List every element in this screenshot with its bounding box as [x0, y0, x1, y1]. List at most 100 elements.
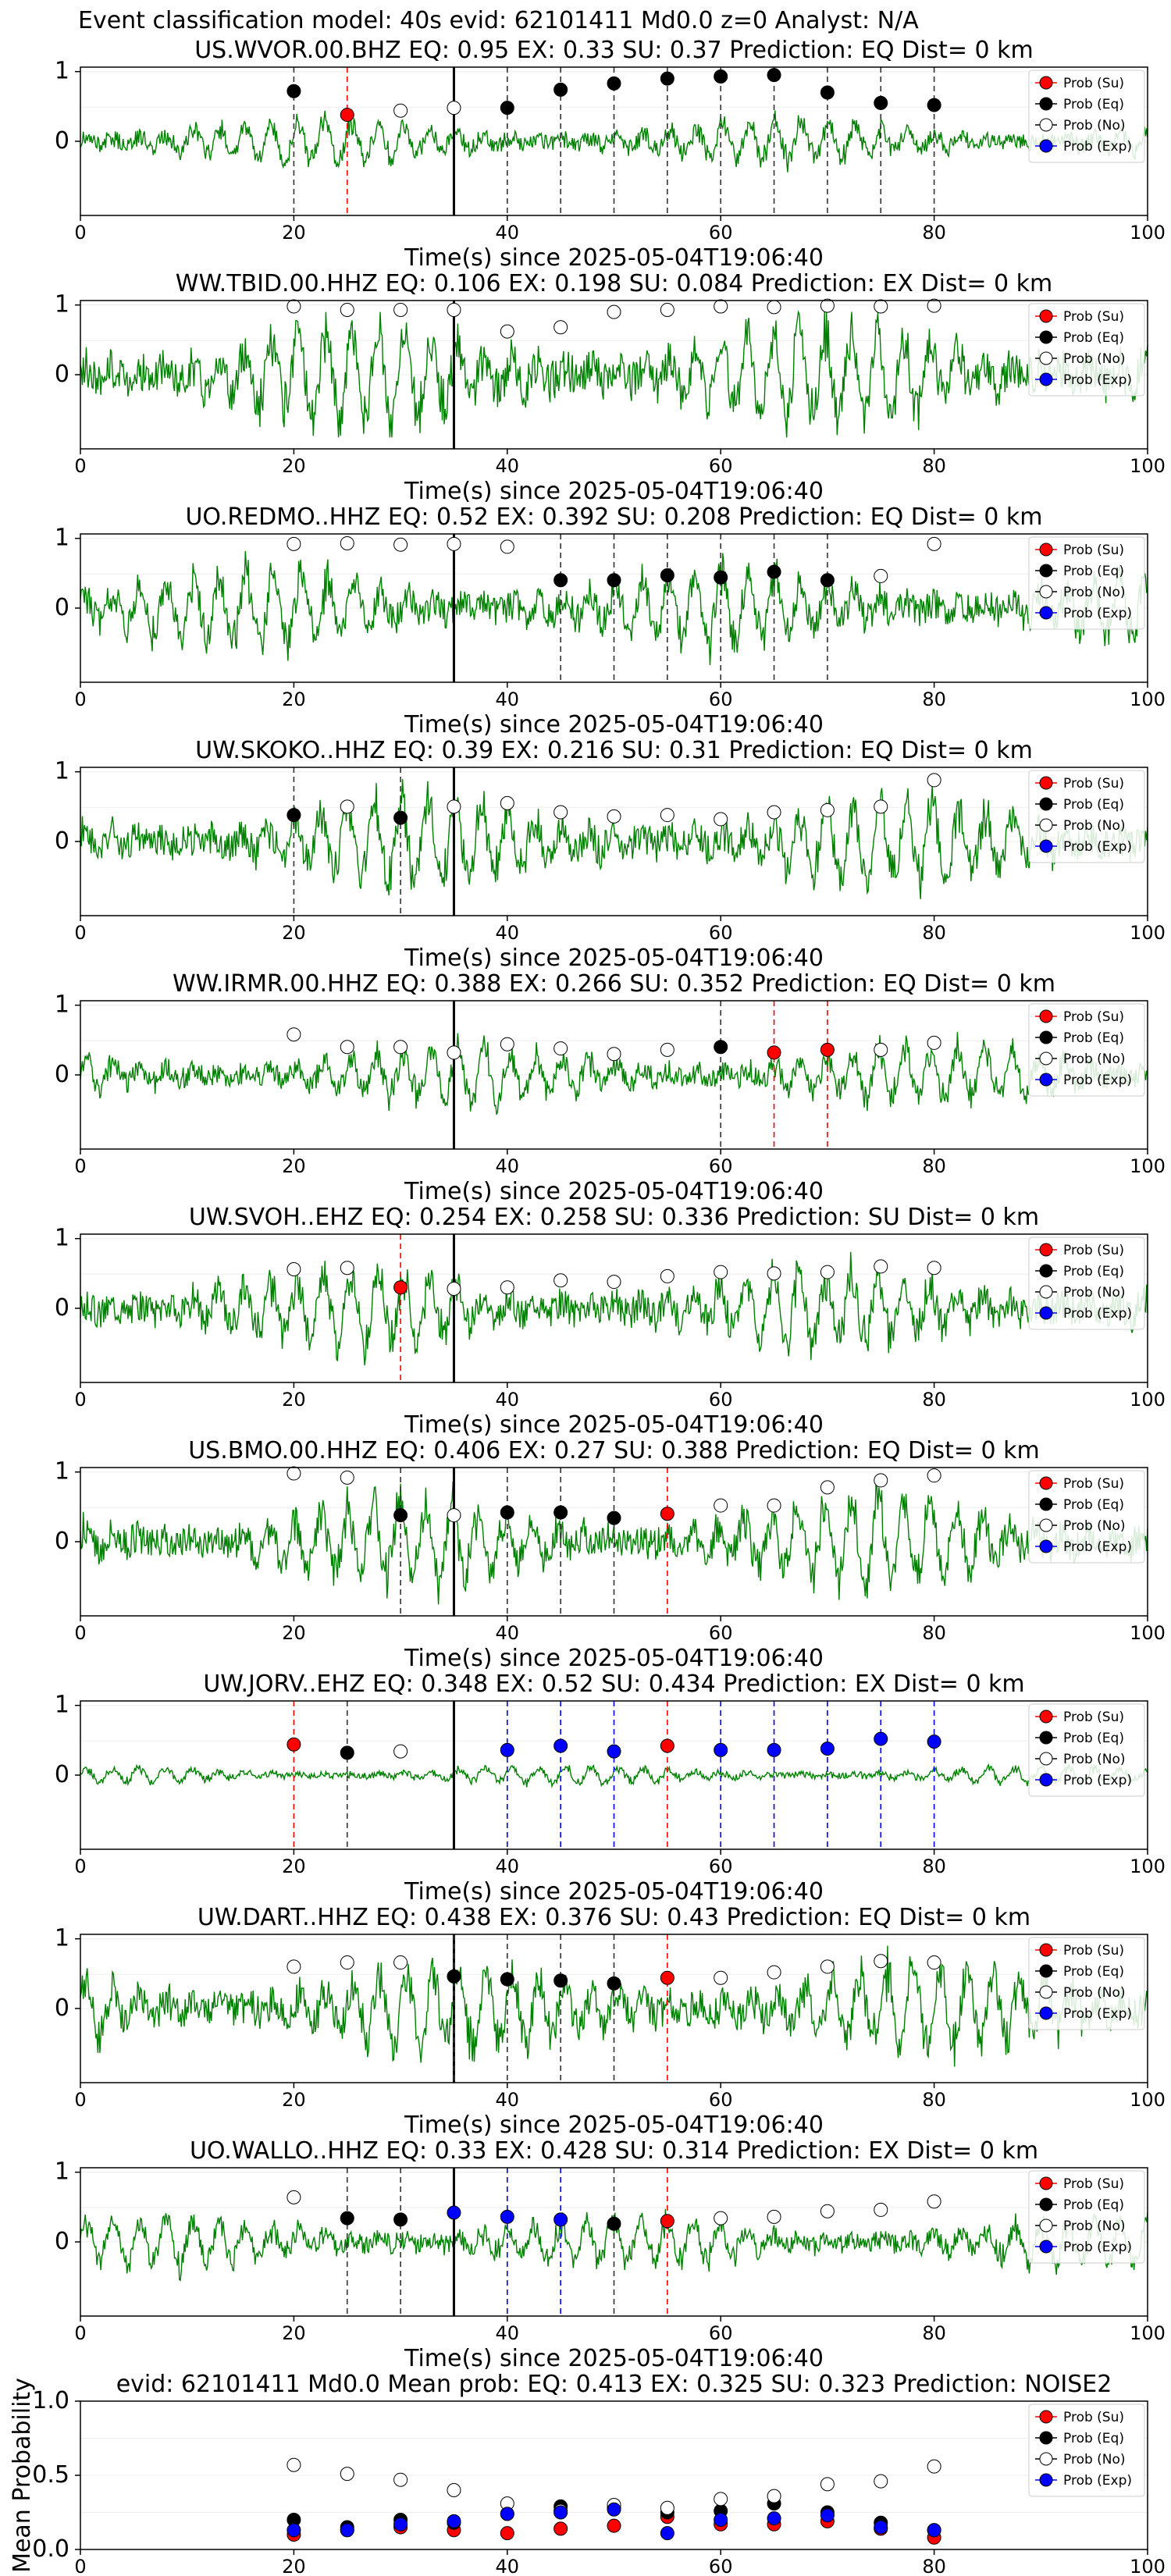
legend-marker-exp	[1039, 1073, 1053, 1087]
x-axis-label: Time(s) since 2025-05-04T19:06:40	[404, 1178, 824, 1205]
mean-point-exp	[714, 2513, 728, 2527]
legend-marker-no	[1039, 1285, 1053, 1299]
prob-point-eq	[500, 101, 514, 116]
x-tick-label: 100	[1130, 1155, 1166, 1177]
x-tick-label: 60	[709, 2556, 733, 2576]
x-tick-label: 100	[1130, 222, 1166, 244]
mean-point-no	[874, 2474, 888, 2489]
waveform-trace	[80, 310, 1148, 438]
prob-point-eq	[714, 570, 728, 585]
mean-point-no	[927, 2459, 941, 2474]
prob-point-exp	[553, 2212, 568, 2227]
x-axis-label: Time(s) since 2025-05-04T19:06:40	[404, 945, 824, 972]
prob-point-no	[447, 799, 461, 814]
legend-marker-exp	[1039, 1773, 1053, 1787]
prob-point-exp	[607, 1744, 621, 1759]
x-tick-label: 0	[74, 2089, 86, 2111]
prob-point-eq	[393, 810, 408, 825]
x-tick-label: 80	[922, 1389, 946, 1411]
prob-point-su	[393, 1280, 408, 1295]
prob-point-eq	[767, 564, 781, 579]
prob-point-exp	[714, 1742, 728, 1757]
prob-point-no	[714, 299, 728, 314]
x-tick-label: 80	[922, 1622, 946, 1644]
prob-point-eq	[447, 1969, 461, 1984]
x-tick-label: 100	[1130, 2556, 1166, 2576]
legend-marker-exp	[1039, 139, 1053, 153]
prob-point-eq	[553, 1973, 568, 1988]
legend-marker-no	[1039, 818, 1053, 832]
x-tick-label: 80	[922, 1856, 946, 1877]
x-tick-label: 100	[1130, 2322, 1166, 2344]
mean-point-exp	[660, 2526, 674, 2541]
legend-label-exp: Prob (Exp)	[1063, 372, 1132, 388]
legend-marker-eq	[1039, 1964, 1053, 1978]
x-tick-label: 80	[922, 2089, 946, 2111]
prob-point-no	[820, 1480, 835, 1495]
y-tick-label: 1	[55, 1925, 69, 1952]
prob-point-no	[874, 2202, 888, 2217]
legend-label-eq: Prob (Eq)	[1063, 797, 1124, 813]
prob-point-no	[340, 1470, 354, 1485]
x-tick-label: 0	[74, 1155, 86, 1177]
legend-label-exp: Prob (Exp)	[1063, 1306, 1132, 1322]
panels: US.WVOR.00.BHZ EQ: 0.95 EX: 0.33 SU: 0.3…	[9, 37, 1166, 2576]
mean-point-exp	[607, 2502, 621, 2517]
legend-marker-exp	[1039, 372, 1053, 386]
x-tick-label: 60	[709, 2089, 733, 2111]
legend-box	[1028, 1703, 1145, 1797]
x-axis-label: Time(s) since 2025-05-04T19:06:40	[404, 244, 824, 272]
legend-marker-eq	[1039, 1264, 1053, 1278]
y-tick-label: 1.0	[32, 2387, 69, 2414]
prob-point-eq	[393, 2212, 408, 2227]
prob-point-su	[660, 1970, 674, 1985]
x-tick-label: 0	[74, 2556, 86, 2576]
waveform-trace	[80, 1251, 1148, 1366]
legend-label-eq: Prob (Eq)	[1063, 330, 1124, 346]
legend-marker-su	[1039, 1243, 1053, 1257]
chart-panel-1: US.WVOR.00.BHZ EQ: 0.95 EX: 0.33 SU: 0.3…	[55, 37, 1166, 272]
prob-point-no	[287, 299, 301, 314]
prob-point-no	[767, 1965, 781, 1980]
legend-label-exp: Prob (Exp)	[1063, 1539, 1132, 1555]
legend-marker-su	[1039, 1009, 1053, 1023]
prob-point-su	[660, 1738, 674, 1753]
x-tick-label: 60	[709, 1155, 733, 1177]
x-tick-label: 40	[496, 1389, 520, 1411]
prob-point-no	[767, 1266, 781, 1281]
panel-title: US.WVOR.00.BHZ EQ: 0.95 EX: 0.33 SU: 0.3…	[194, 37, 1034, 64]
mean-point-su	[500, 2526, 514, 2541]
y-tick-label: 0	[55, 1528, 69, 1555]
legend-marker-eq	[1039, 797, 1053, 811]
legend-marker-eq	[1039, 2197, 1053, 2211]
prob-point-no	[553, 320, 568, 335]
x-axis-label: Time(s) since 2025-05-04T19:06:40	[404, 2112, 824, 2139]
prob-point-no	[447, 1508, 461, 1523]
y-tick-label: 0	[55, 827, 69, 855]
x-tick-label: 20	[282, 1155, 306, 1177]
legend-label-su: Prob (Su)	[1063, 543, 1124, 558]
prob-point-no	[874, 799, 888, 814]
prob-point-exp	[500, 1742, 514, 1757]
x-tick-label: 40	[496, 2089, 520, 2111]
legend-label-no: Prob (No)	[1063, 2218, 1126, 2234]
legend-label-exp: Prob (Exp)	[1063, 139, 1132, 155]
prob-point-no	[553, 1273, 568, 1288]
prob-point-no	[287, 536, 301, 551]
prob-point-no	[287, 1466, 301, 1481]
x-tick-label: 60	[709, 922, 733, 944]
legend-label-su: Prob (Su)	[1063, 1243, 1124, 1258]
x-tick-label: 0	[74, 1622, 86, 1644]
legend-box	[1028, 1937, 1145, 2030]
legend-label-no: Prob (No)	[1063, 1752, 1126, 1767]
legend-label-no: Prob (No)	[1063, 1985, 1126, 2001]
mean-point-exp	[500, 2507, 514, 2521]
mean-point-exp	[393, 2517, 408, 2532]
y-tick-label: 1	[55, 758, 69, 785]
panel-title: WW.TBID.00.HHZ EQ: 0.106 EX: 0.198 SU: 0…	[176, 270, 1052, 297]
x-axis-label: Time(s) since 2025-05-04T19:06:40	[404, 478, 824, 505]
legend-marker-su	[1039, 76, 1053, 90]
prob-point-no	[287, 1027, 301, 1042]
prob-point-eq	[340, 2211, 354, 2226]
panel-title: UW.SVOH..EHZ EQ: 0.254 EX: 0.258 SU: 0.3…	[189, 1204, 1039, 1231]
